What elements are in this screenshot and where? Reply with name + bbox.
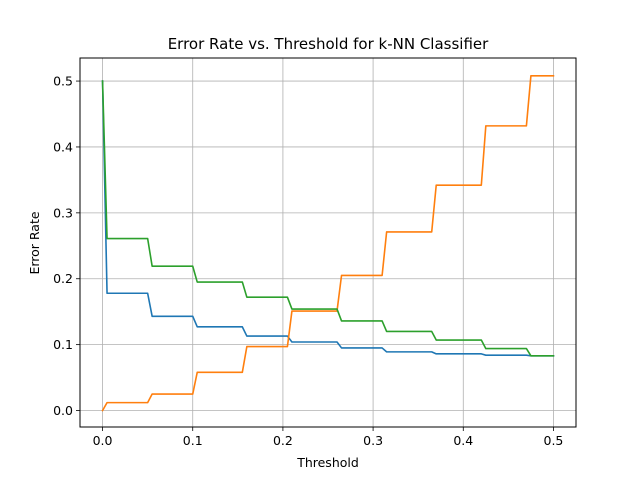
y-tick-label: 0.0 — [53, 403, 73, 418]
x-tick-label: 0.2 — [273, 433, 293, 448]
x-tick-label: 0.5 — [544, 433, 564, 448]
x-axis-label: Threshold — [296, 455, 359, 470]
y-tick-label: 0.1 — [53, 337, 73, 352]
y-tick-label: 0.5 — [53, 74, 73, 89]
x-tick-label: 0.0 — [93, 433, 113, 448]
axis-ticks: 0.0 0.1 0.2 0.3 0.4 0.5 0.0 0.1 0.2 0.3 0.4 0.5 — [53, 74, 563, 448]
y-axis-label: Error Rate — [27, 211, 42, 274]
y-tick-label: 0.2 — [53, 271, 73, 286]
y-tick-label: 0.4 — [53, 139, 73, 154]
plot-area-frame — [79, 57, 577, 428]
x-tick-label: 0.1 — [183, 433, 203, 448]
x-tick-label: 0.4 — [453, 433, 473, 448]
series-line-1 — [101, 80, 555, 357]
series-lines — [101, 74, 555, 412]
series-line-3 — [101, 80, 555, 357]
chart-title: Error Rate vs. Threshold for k-NN Classi… — [168, 35, 489, 53]
y-tick-label: 0.3 — [53, 205, 73, 220]
grid — [80, 58, 576, 427]
x-tick-label: 0.3 — [363, 433, 383, 448]
